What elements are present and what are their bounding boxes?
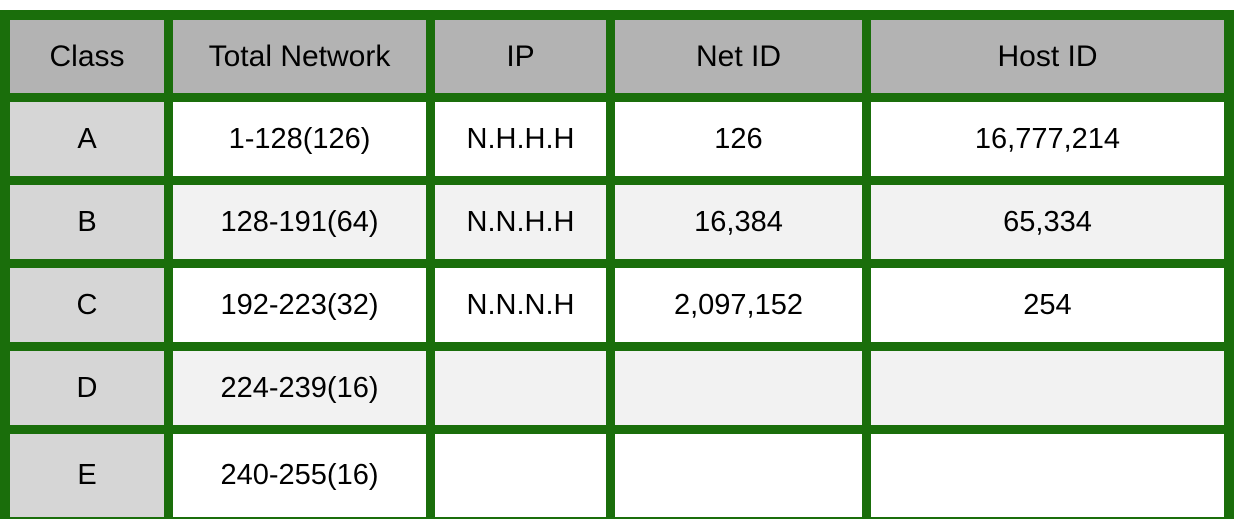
net-id-cell <box>615 434 871 517</box>
ip-cell <box>435 351 615 434</box>
total-network-cell: 224-239(16) <box>173 351 435 434</box>
total-network-cell: 240-255(16) <box>173 434 435 517</box>
class-cell: D <box>10 351 173 434</box>
table-row: A 1-128(126) N.H.H.H 126 16,777,214 <box>10 102 1224 185</box>
header-class: Class <box>10 20 173 102</box>
table-row: E 240-255(16) <box>10 434 1224 517</box>
class-cell: B <box>10 185 173 268</box>
ip-class-table: Class Total Network IP Net ID Host ID A … <box>10 20 1224 517</box>
host-id-cell <box>871 351 1224 434</box>
class-cell: A <box>10 102 173 185</box>
header-net-id: Net ID <box>615 20 871 102</box>
total-network-cell: 192-223(32) <box>173 268 435 351</box>
table-row: C 192-223(32) N.N.N.H 2,097,152 254 <box>10 268 1224 351</box>
net-id-cell: 2,097,152 <box>615 268 871 351</box>
host-id-cell: 254 <box>871 268 1224 351</box>
class-cell: C <box>10 268 173 351</box>
header-total-network: Total Network <box>173 20 435 102</box>
table-header-row: Class Total Network IP Net ID Host ID <box>10 20 1224 102</box>
total-network-cell: 128-191(64) <box>173 185 435 268</box>
host-id-cell: 65,334 <box>871 185 1224 268</box>
ip-cell: N.N.N.H <box>435 268 615 351</box>
ip-cell <box>435 434 615 517</box>
net-id-cell <box>615 351 871 434</box>
ip-cell: N.H.H.H <box>435 102 615 185</box>
net-id-cell: 126 <box>615 102 871 185</box>
header-host-id: Host ID <box>871 20 1224 102</box>
net-id-cell: 16,384 <box>615 185 871 268</box>
class-cell: E <box>10 434 173 517</box>
table-row: B 128-191(64) N.N.H.H 16,384 65,334 <box>10 185 1224 268</box>
ip-cell: N.N.H.H <box>435 185 615 268</box>
host-id-cell <box>871 434 1224 517</box>
total-network-cell: 1-128(126) <box>173 102 435 185</box>
host-id-cell: 16,777,214 <box>871 102 1224 185</box>
ip-class-table-frame: Class Total Network IP Net ID Host ID A … <box>0 10 1234 519</box>
table-row: D 224-239(16) <box>10 351 1224 434</box>
header-ip: IP <box>435 20 615 102</box>
